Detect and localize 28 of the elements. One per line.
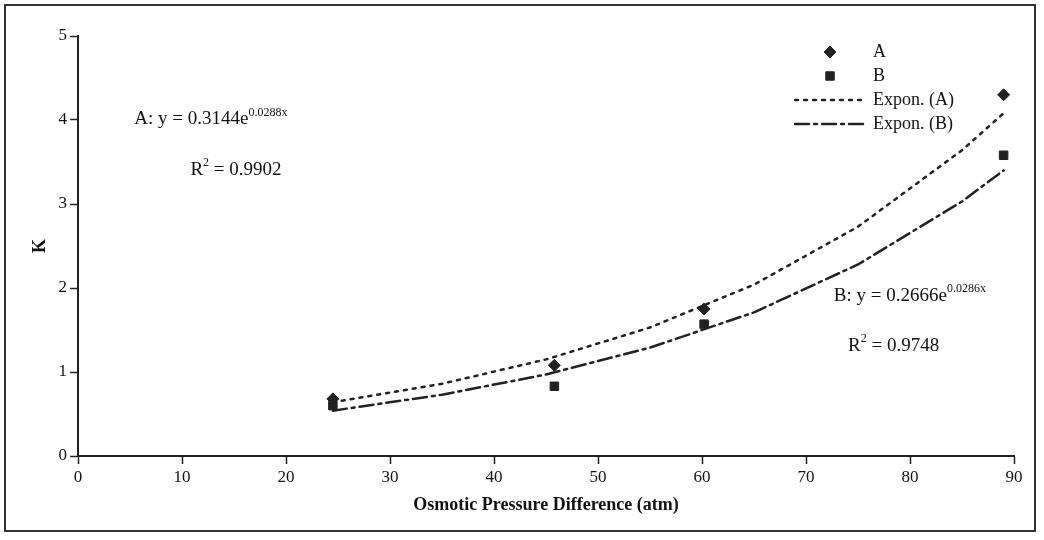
y-tick-label: 4: [58, 109, 68, 129]
x-axis-title: Osmotic Pressure Difference (atm): [413, 493, 679, 515]
legend-label: A: [873, 40, 887, 61]
y-tick-label: 3: [58, 193, 68, 213]
x-tick-label: 80: [901, 466, 919, 486]
point: [549, 381, 560, 392]
y-tick-label: 0: [58, 445, 68, 465]
x-tick-label: 30: [381, 466, 399, 486]
x-tick-label: 90: [1005, 466, 1023, 486]
x-tick-label: 40: [485, 466, 503, 486]
y-axis-title: K: [29, 238, 50, 254]
y-tick-label: 1: [58, 361, 68, 381]
x-tick-label: 60: [693, 466, 711, 486]
point: [697, 302, 711, 316]
x-tick-label: 70: [797, 466, 815, 486]
y-tick-label: 2: [58, 277, 68, 297]
legend-label: Expon. (A): [873, 88, 955, 110]
x-tick-label: 0: [73, 466, 83, 486]
x-tick-label: 20: [277, 466, 295, 486]
y-tick-label: 5: [58, 25, 68, 45]
point: [997, 88, 1011, 102]
point: [998, 150, 1009, 161]
point: [699, 319, 709, 329]
x-tick-label: 50: [589, 466, 607, 486]
point: [547, 358, 561, 372]
legend-label: B: [873, 64, 886, 85]
legend-label: Expon. (B): [873, 112, 954, 134]
x-tick-label: 10: [173, 466, 191, 486]
